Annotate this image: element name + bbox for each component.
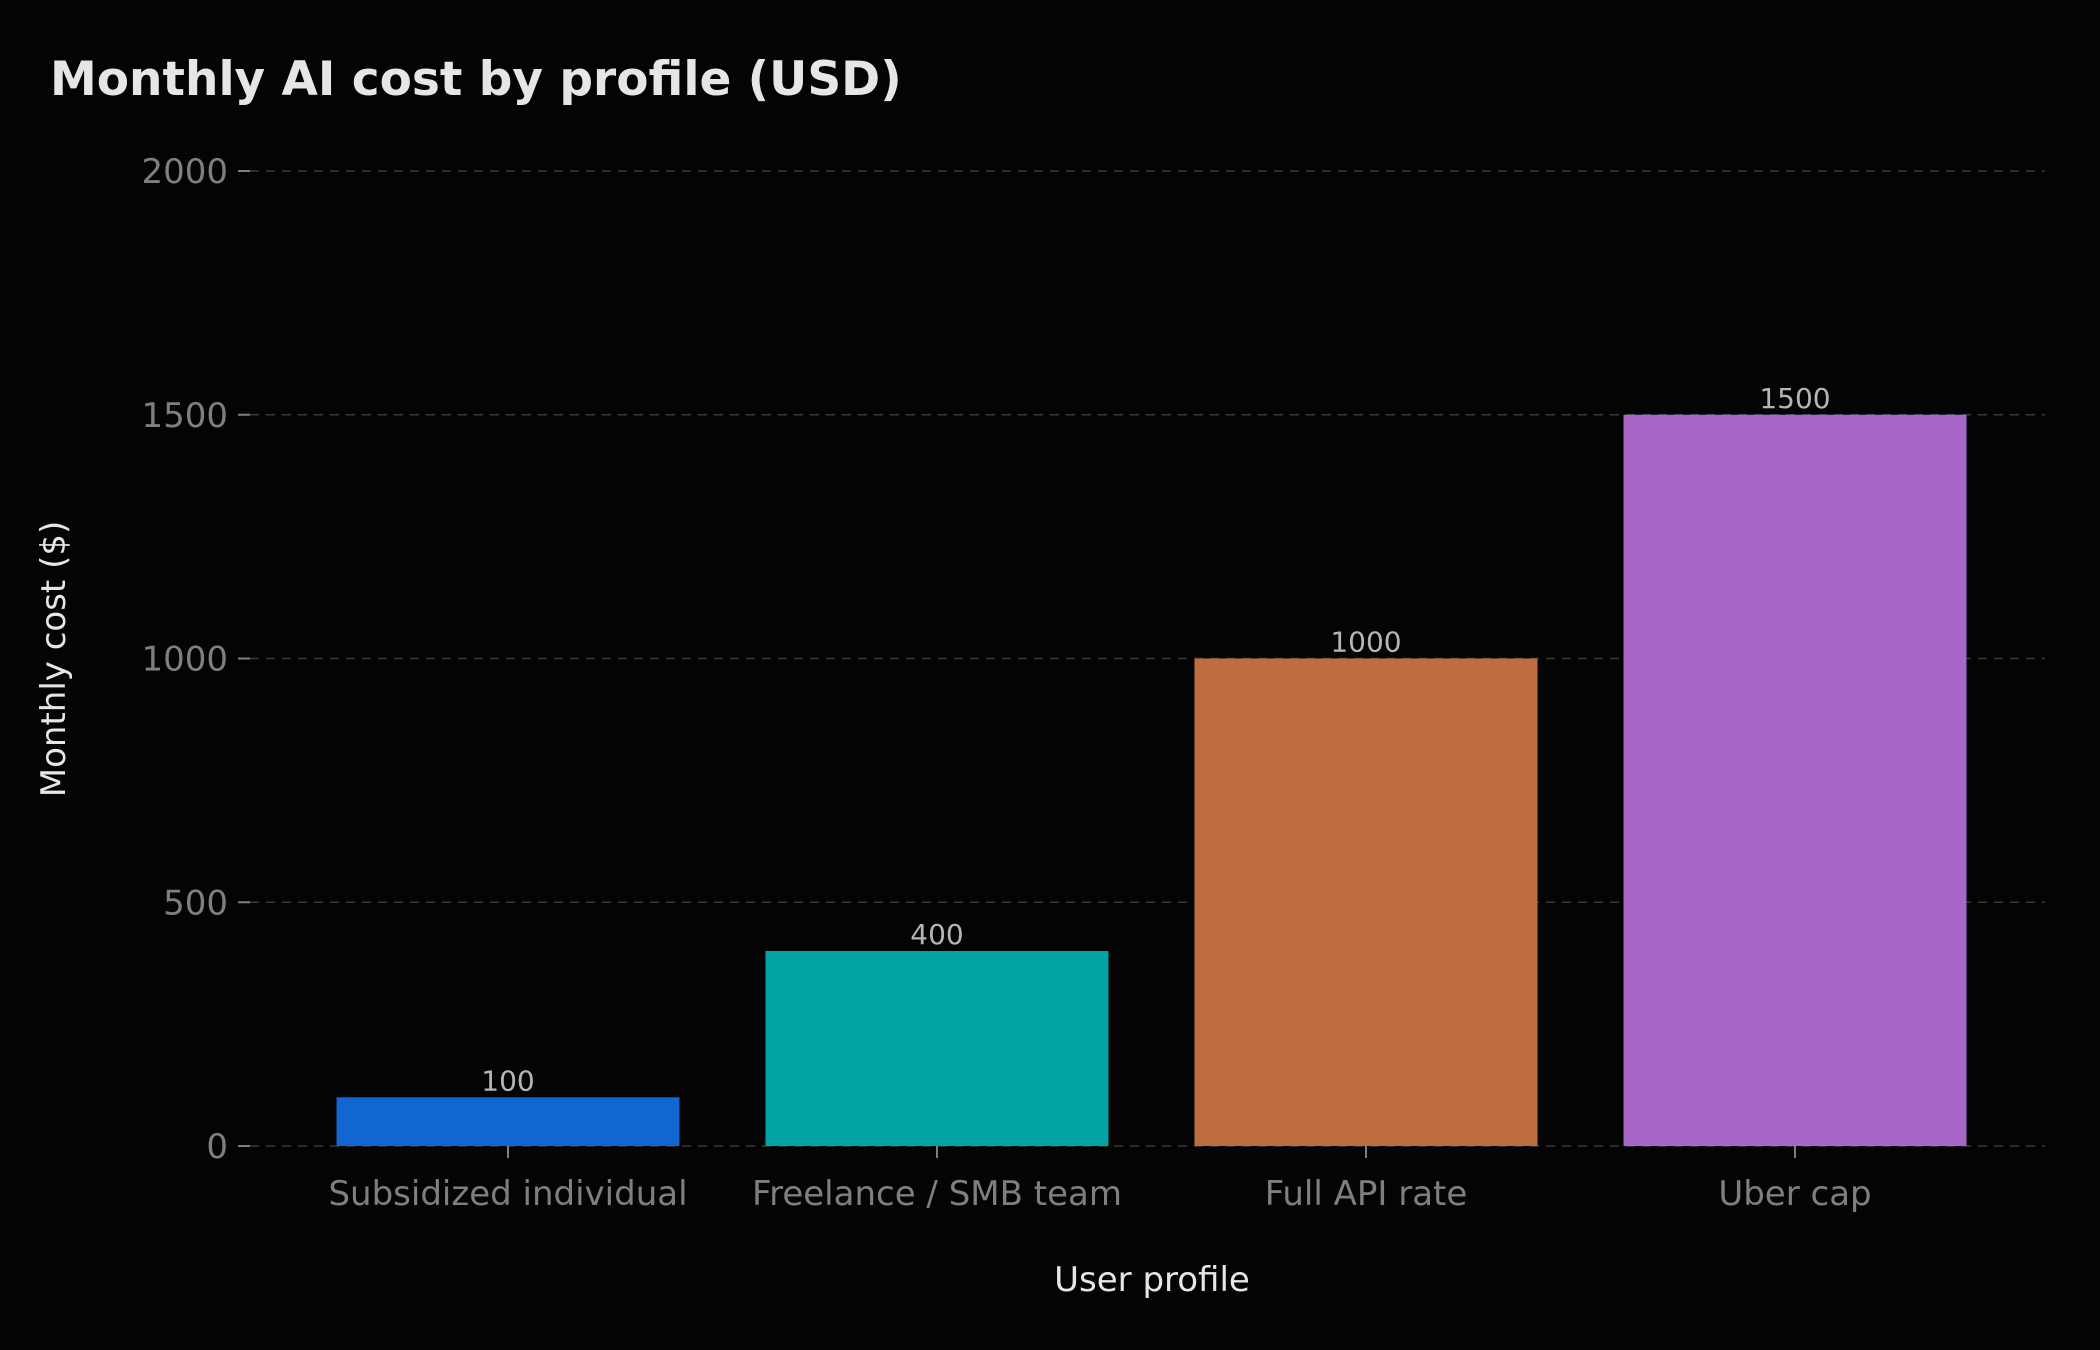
x-tick-label: Uber cap: [1718, 1174, 1871, 1214]
data-labels: 100 400 1000 1500: [481, 382, 1830, 1098]
y-axis-ticks: 0 500 1000 1500 2000: [141, 152, 250, 1167]
bar: [336, 1097, 680, 1146]
y-tick-label: 2000: [141, 152, 228, 192]
bar: [765, 951, 1109, 1146]
chart-title: Monthly AI cost by profile (USD): [50, 52, 902, 107]
x-tick-label: Subsidized individual: [328, 1174, 687, 1214]
bars: [336, 414, 1967, 1146]
bar: [1194, 658, 1538, 1146]
y-tick-label: 0: [206, 1127, 228, 1167]
x-axis-label: User profile: [1054, 1260, 1250, 1300]
y-tick-label: 1500: [141, 396, 228, 436]
bar-value-label: 100: [481, 1064, 534, 1097]
x-tick-label: Freelance / SMB team: [752, 1174, 1122, 1214]
x-axis-ticks: Subsidized individual Freelance / SMB tea…: [328, 1146, 1872, 1214]
y-tick-label: 1000: [141, 640, 228, 680]
bar-value-label: 1000: [1330, 626, 1401, 659]
bar-value-label: 1500: [1759, 382, 1830, 415]
y-tick-label: 500: [163, 883, 228, 923]
bar-value-label: 400: [910, 918, 963, 951]
y-axis-label: Monthly cost ($): [34, 521, 74, 797]
x-tick-label: Full API rate: [1265, 1174, 1468, 1214]
bar: [1623, 414, 1967, 1146]
